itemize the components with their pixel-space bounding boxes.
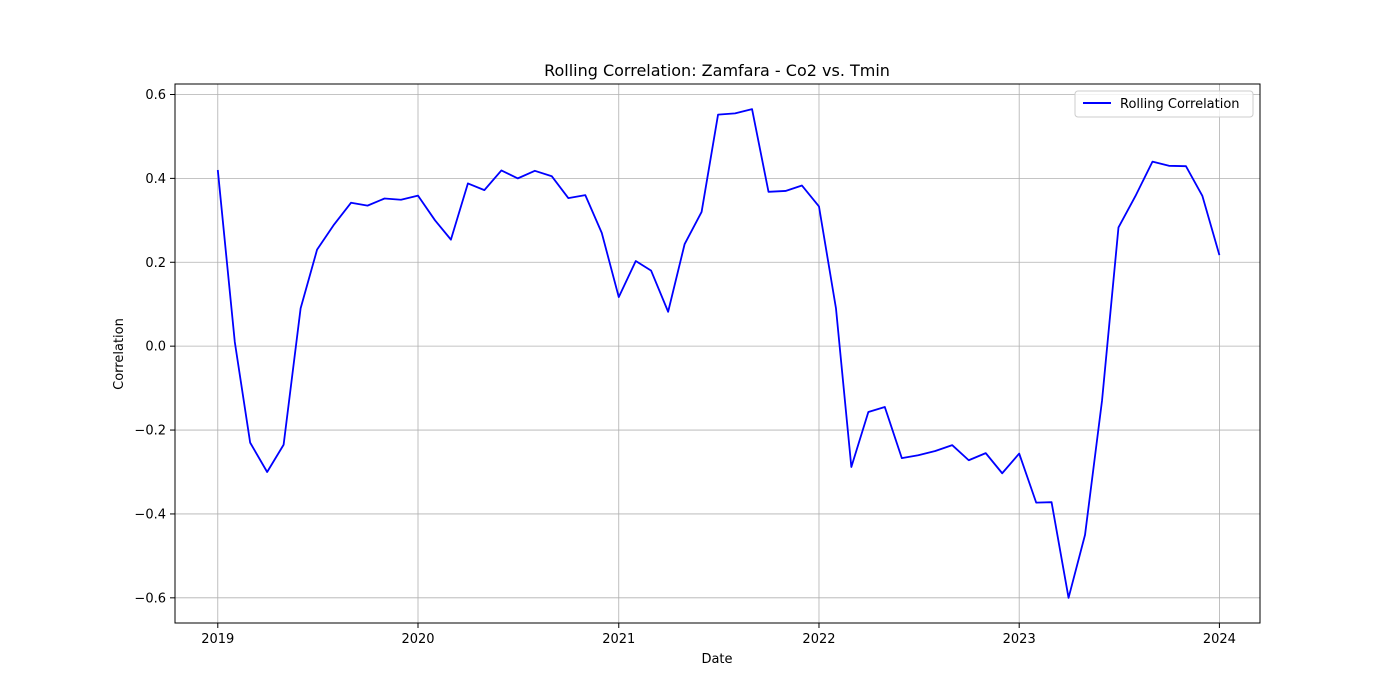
x-tick-label: 2023 [1003,632,1036,647]
y-axis-ticks: −0.6 −0.4 −0.2 0.0 0.2 0.4 0.6 [134,88,175,606]
plot-frame [174,83,1261,624]
y-tick-label: 0.2 [145,256,166,271]
x-tick-label: 2020 [401,632,434,647]
y-tick-label: −0.4 [134,507,166,522]
y-tick-label: −0.2 [134,424,166,439]
series-layer [216,108,1221,599]
x-tick-label: 2022 [802,632,835,647]
x-tick-label: 2019 [201,632,234,647]
x-tick-label: 2021 [602,632,635,647]
y-tick-label: 0.0 [145,340,166,355]
legend-entry-rolling-correlation: Rolling Correlation [1120,97,1240,112]
x-axis-label: Date [701,652,732,667]
legend: Rolling Correlation [1074,90,1254,118]
chart-title: Rolling Correlation: Zamfara - Co2 vs. T… [544,61,890,80]
y-axis-label: Correlation [112,318,127,390]
plot-area [175,84,1260,623]
x-tick-label: 2024 [1203,632,1236,647]
legend-box [1074,90,1254,118]
y-tick-label: 0.6 [145,88,166,103]
x-axis-ticks: 2019 2020 2021 2022 2023 2024 [201,623,1236,647]
series-line-rolling-correlation [216,108,1221,599]
y-tick-label: −0.6 [134,591,166,606]
y-tick-label: 0.4 [145,172,166,187]
grid-lines [175,84,1260,623]
